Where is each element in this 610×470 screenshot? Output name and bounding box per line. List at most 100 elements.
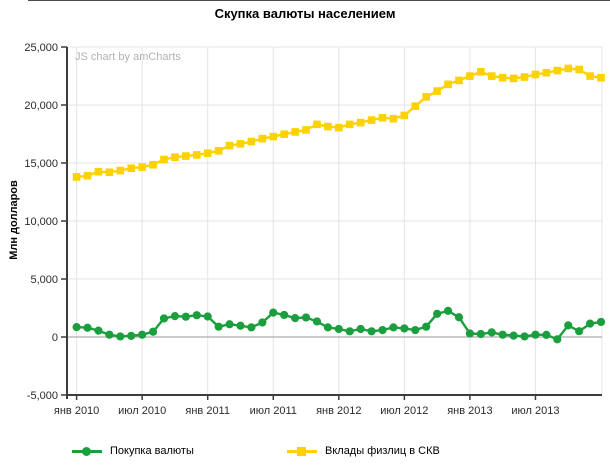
legend: Покупка валюты Вклады физлиц в СКВ: [0, 443, 610, 463]
data-point-square: [597, 73, 605, 82]
data-point-circle: [192, 311, 201, 320]
data-point-circle: [400, 324, 409, 333]
data-point-circle: [258, 318, 267, 327]
data-point-circle: [509, 331, 518, 340]
chart-title: Скупка валюты населением: [214, 6, 396, 21]
legend-item-vklady[interactable]: Вклады физлиц в СКВ: [287, 443, 440, 459]
data-point-square: [455, 76, 463, 85]
data-point-square: [422, 93, 430, 101]
data-point-circle: [345, 327, 354, 336]
data-point-square: [575, 65, 583, 74]
data-point-circle: [236, 321, 245, 330]
x-tick-label: июл 2010: [118, 405, 166, 417]
data-point-square: [192, 151, 201, 159]
data-point-circle: [181, 312, 190, 321]
data-point-circle: [487, 328, 496, 337]
data-point-circle: [454, 313, 464, 322]
data-point-circle: [72, 323, 81, 332]
yellow-line-square-icon: [287, 446, 317, 456]
data-point-square: [247, 137, 256, 146]
data-point-square: [498, 73, 507, 82]
data-point-square: [127, 164, 136, 173]
data-point-circle: [433, 309, 442, 318]
legend-square-marker: [297, 446, 306, 456]
data-point-circle: [170, 312, 180, 321]
x-tick-label: янв 2011: [185, 405, 230, 417]
data-point-circle: [269, 308, 278, 317]
data-point-square: [553, 66, 562, 75]
data-point-square: [83, 171, 92, 180]
x-tick-label: июл 2012: [380, 405, 428, 417]
amcharts-watermark: JS chart by amCharts: [75, 51, 181, 63]
data-point-square: [356, 118, 365, 127]
data-point-circle: [356, 324, 365, 334]
data-point-square: [302, 126, 310, 134]
data-point-circle: [443, 306, 453, 315]
data-point-square: [564, 64, 573, 73]
data-point-square: [586, 72, 594, 80]
data-point-circle: [301, 313, 311, 322]
data-point-square: [542, 68, 551, 77]
data-point-circle: [542, 330, 551, 340]
data-point-square: [203, 149, 212, 157]
x-tick-label: янв 2010: [54, 405, 99, 417]
y-tick-label: 15,000: [24, 158, 58, 170]
data-point-circle: [138, 330, 147, 339]
legend-item-pokupka[interactable]: Покупка валюты: [72, 443, 194, 459]
data-point-square: [291, 128, 299, 136]
data-point-circle: [83, 323, 92, 332]
data-point-circle: [323, 323, 332, 332]
data-point-square: [182, 152, 190, 160]
data-point-square: [487, 72, 496, 80]
green-line-circle-icon: [72, 446, 102, 456]
data-point-square: [477, 68, 485, 76]
data-point-circle: [422, 322, 431, 331]
data-point-square: [466, 72, 474, 80]
data-point-square: [214, 147, 223, 155]
x-tick-label: янв 2012: [316, 405, 361, 417]
data-point-circle: [203, 312, 212, 321]
data-point-square: [335, 123, 343, 132]
data-point-circle: [378, 325, 387, 335]
data-point-square: [324, 122, 332, 131]
data-point-square: [236, 140, 245, 148]
x-tick-label: янв 2013: [447, 405, 492, 417]
data-point-square: [389, 114, 398, 123]
data-point-square: [225, 141, 234, 150]
data-point-circle: [465, 329, 474, 338]
data-point-circle: [520, 332, 529, 341]
data-point-square: [411, 102, 420, 110]
data-point-circle: [225, 320, 234, 329]
data-point-circle: [334, 324, 343, 334]
data-point-square: [94, 167, 103, 176]
data-point-square: [258, 134, 267, 143]
data-point-square: [531, 70, 540, 79]
legend-label-pokupka: Покупка валюты: [110, 445, 194, 457]
data-point-circle: [148, 327, 158, 336]
x-tick-label: июл 2011: [250, 405, 297, 417]
data-point-circle: [280, 310, 289, 320]
data-point-square: [160, 155, 168, 164]
data-point-square: [433, 87, 441, 95]
y-tick-label: 5,000: [30, 274, 58, 286]
data-point-circle: [127, 331, 136, 340]
data-point-circle: [367, 327, 376, 336]
y-tick-label: 0: [52, 332, 58, 344]
data-point-square: [105, 168, 114, 177]
data-point-circle: [247, 323, 256, 332]
y-tick-label: 20,000: [24, 100, 58, 112]
data-point-circle: [585, 319, 595, 328]
data-point-circle: [94, 326, 103, 335]
y-tick-label: 25,000: [24, 42, 58, 54]
data-point-circle: [159, 314, 169, 323]
data-point-circle: [531, 330, 540, 339]
data-point-square: [313, 120, 321, 129]
data-point-circle: [596, 317, 606, 327]
data-point-square: [520, 73, 529, 81]
legend-label-vklady: Вклады физлиц в СКВ: [325, 445, 440, 457]
data-point-circle: [116, 332, 125, 341]
data-point-square: [269, 132, 278, 141]
data-point-square: [367, 116, 376, 124]
y-tick-label: -5,000: [27, 390, 58, 402]
